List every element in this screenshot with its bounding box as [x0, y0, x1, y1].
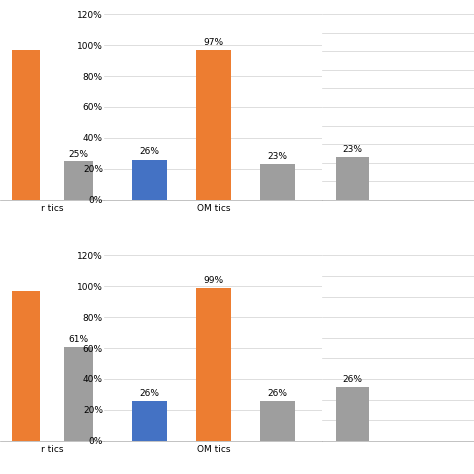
Bar: [64, 161, 92, 200]
Text: 99%: 99%: [203, 276, 223, 285]
Bar: [12, 50, 40, 200]
Bar: [132, 401, 167, 441]
X-axis label: r tics: r tics: [41, 204, 64, 213]
Text: 26%: 26%: [139, 389, 159, 398]
Bar: [196, 50, 231, 200]
Text: 97%: 97%: [203, 37, 223, 46]
X-axis label: r tics: r tics: [41, 445, 64, 454]
Text: 26%: 26%: [267, 389, 287, 398]
Bar: [260, 401, 295, 441]
Text: 26%: 26%: [343, 375, 363, 384]
Bar: [260, 164, 295, 200]
Bar: [132, 160, 167, 200]
X-axis label: OM tics: OM tics: [197, 204, 230, 213]
Bar: [196, 288, 231, 441]
Text: 23%: 23%: [267, 152, 287, 161]
Bar: [12, 291, 40, 441]
Text: 26%: 26%: [139, 147, 159, 156]
X-axis label: OM tics: OM tics: [197, 445, 230, 454]
Bar: [336, 387, 369, 441]
Text: 23%: 23%: [343, 145, 363, 154]
Bar: [336, 157, 369, 200]
Text: 25%: 25%: [68, 150, 88, 159]
Text: 61%: 61%: [68, 335, 88, 344]
Bar: [64, 346, 92, 441]
